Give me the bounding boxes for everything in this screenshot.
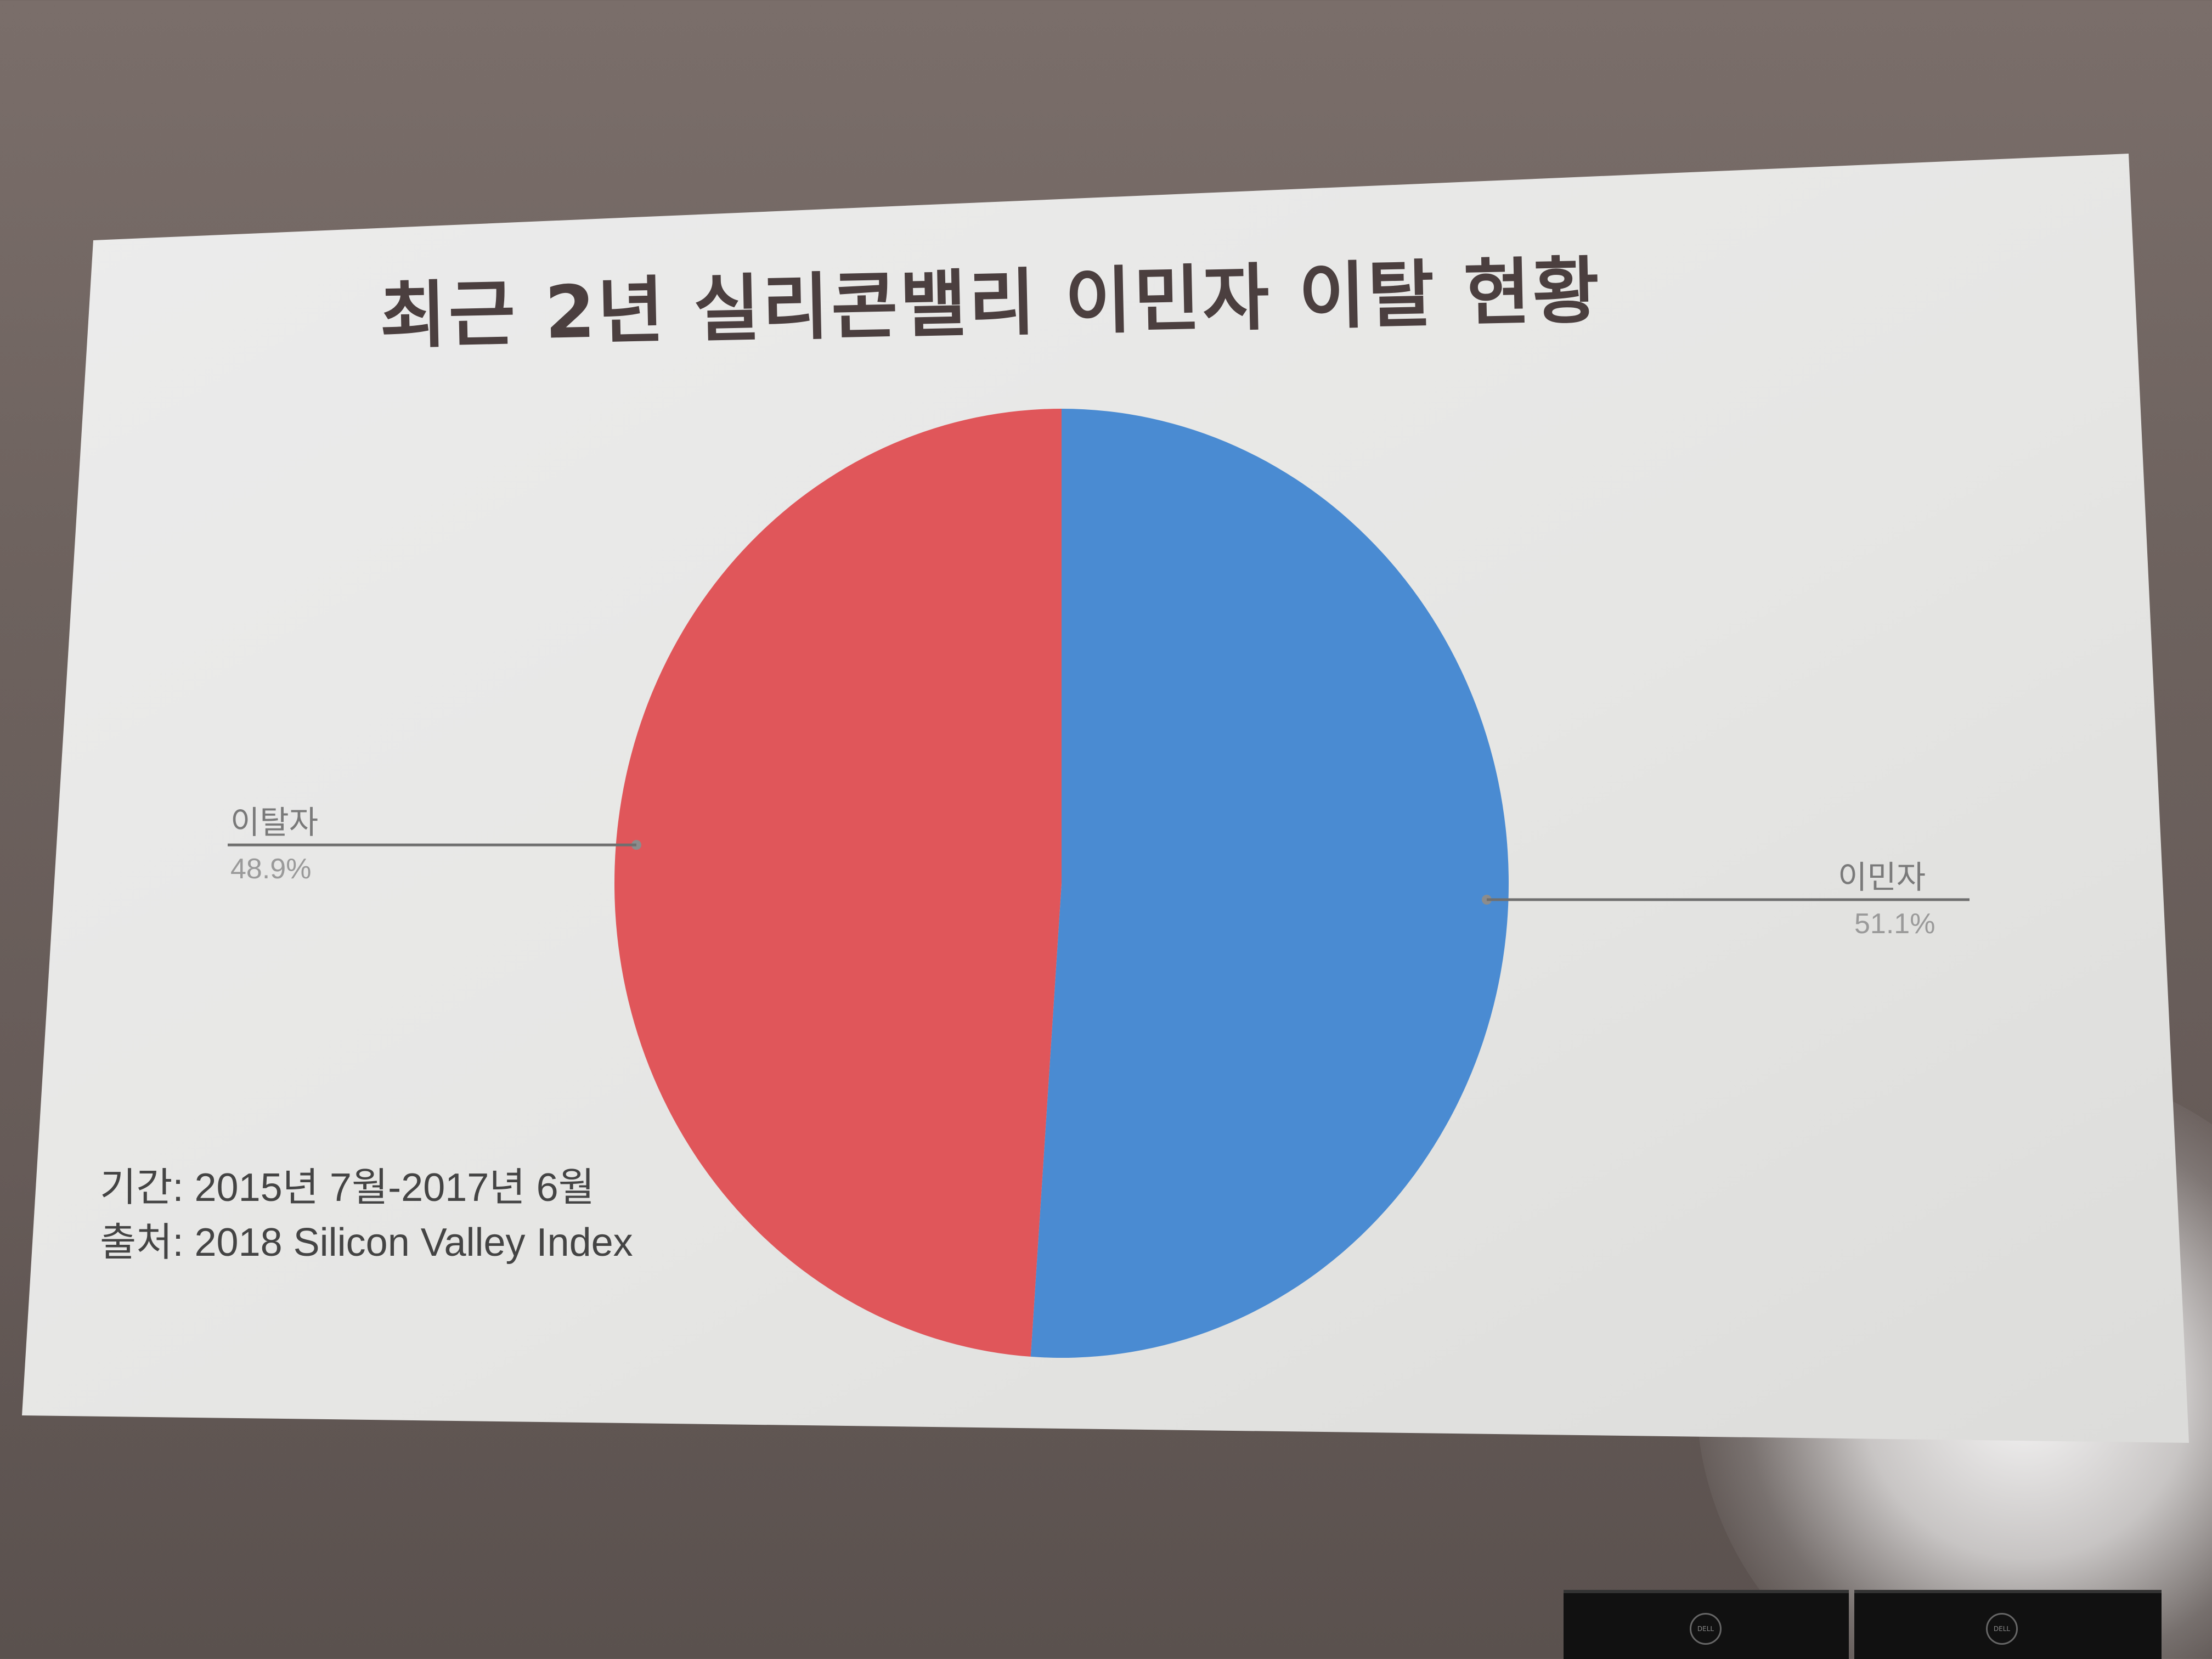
- dell-logo-icon: [1690, 1613, 1722, 1645]
- dell-logo-icon: [1986, 1613, 2018, 1645]
- monitor-left: [1564, 1590, 1849, 1659]
- slice-value-immigrants: 51.1%: [1854, 907, 1936, 940]
- slice-label-leavers: 이탈자: [230, 804, 319, 842]
- pie-slice-leavers: [614, 409, 1062, 1357]
- pie-slice-immigrants: [1030, 409, 1509, 1358]
- source-note: 출처: 2018 Silicon Valley Index: [100, 1221, 633, 1265]
- slice-label-immigrants: 이민자: [1838, 858, 1926, 896]
- monitor-right: [1854, 1590, 2162, 1659]
- slice-value-leavers: 48.9%: [230, 853, 312, 885]
- period-note: 기간: 2015년 7월-2017년 6월: [100, 1166, 595, 1210]
